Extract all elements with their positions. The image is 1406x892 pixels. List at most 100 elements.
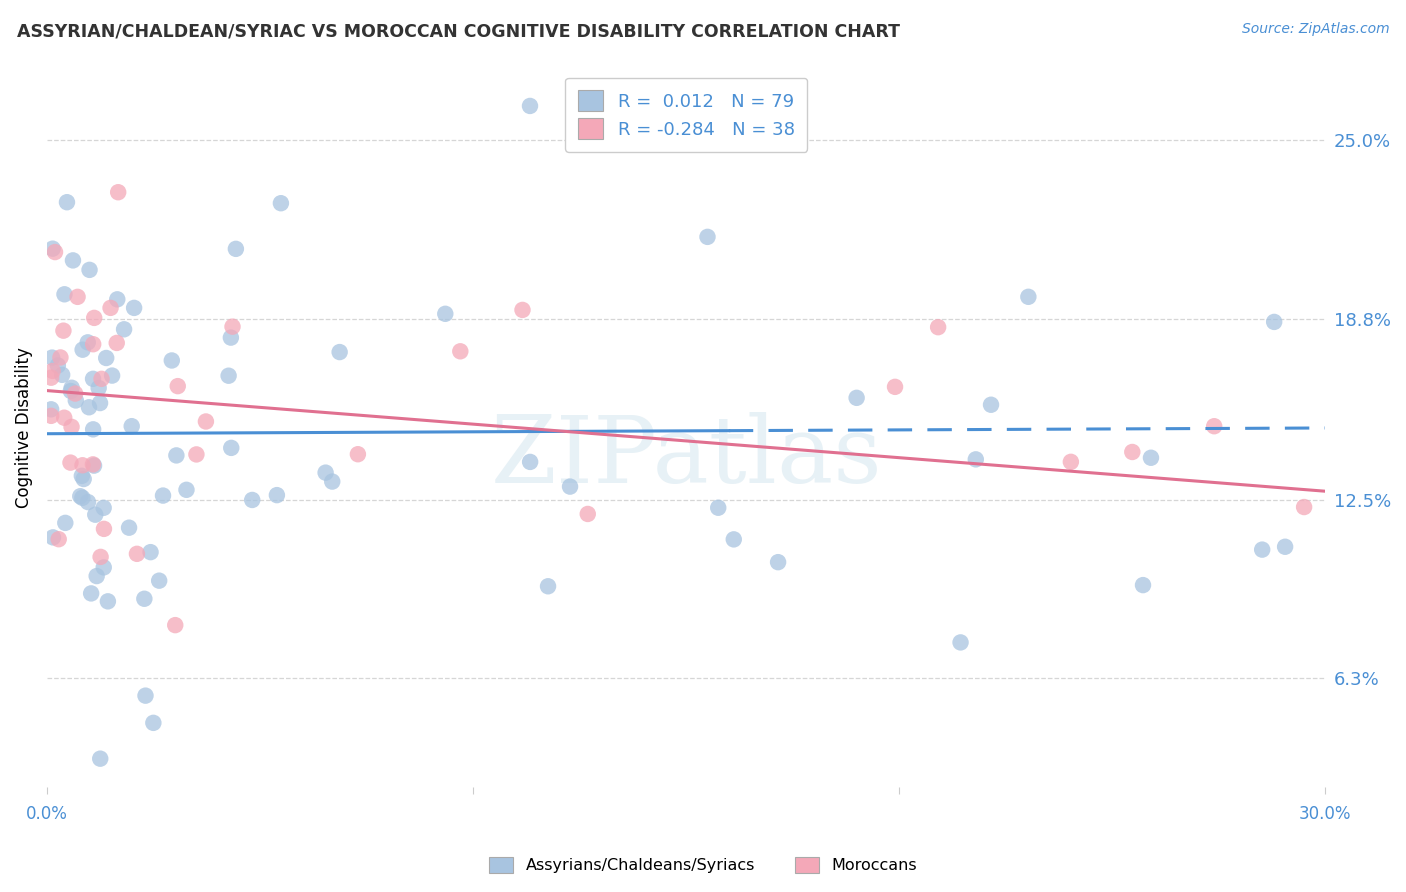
Point — [97, 594, 120, 608]
Point — [82, 337, 104, 351]
Point — [558, 480, 581, 494]
Point — [83, 310, 105, 325]
Point — [89, 752, 111, 766]
Legend: Assyrians/Chaldeans/Syriacs, Moroccans: Assyrians/Chaldeans/Syriacs, Moroccans — [482, 850, 924, 880]
Point — [218, 368, 240, 383]
Point — [77, 401, 100, 415]
Point — [160, 353, 183, 368]
Point — [980, 398, 1002, 412]
Point — [48, 532, 70, 546]
Point — [1132, 578, 1154, 592]
Point — [576, 507, 599, 521]
Point — [84, 508, 107, 522]
Point — [107, 185, 129, 199]
Legend: R =  0.012   N = 79, R = -0.284   N = 38: R = 0.012 N = 79, R = -0.284 N = 38 — [565, 78, 807, 152]
Point — [59, 456, 82, 470]
Point — [60, 381, 83, 395]
Point — [927, 320, 949, 334]
Point — [347, 447, 370, 461]
Point — [63, 386, 86, 401]
Point — [72, 458, 94, 473]
Point — [82, 372, 104, 386]
Point — [62, 253, 84, 268]
Point — [315, 466, 337, 480]
Point — [148, 574, 170, 588]
Point — [723, 533, 745, 547]
Point — [270, 196, 292, 211]
Point — [82, 422, 104, 436]
Point — [105, 335, 128, 350]
Point — [112, 322, 135, 336]
Point — [101, 368, 124, 383]
Point — [53, 410, 76, 425]
Point — [240, 492, 263, 507]
Point — [93, 500, 115, 515]
Point — [87, 381, 110, 395]
Point — [39, 402, 62, 417]
Point — [53, 516, 76, 530]
Point — [60, 420, 83, 434]
Point — [321, 475, 343, 489]
Point — [100, 301, 122, 315]
Point — [51, 368, 73, 382]
Point — [1017, 290, 1039, 304]
Point — [519, 99, 541, 113]
Point — [142, 715, 165, 730]
Point — [1251, 542, 1274, 557]
Point — [105, 293, 128, 307]
Point — [41, 242, 63, 256]
Point — [125, 547, 148, 561]
Point — [266, 488, 288, 502]
Point — [949, 635, 972, 649]
Point — [118, 521, 141, 535]
Point — [83, 458, 105, 473]
Point — [134, 591, 156, 606]
Point — [1060, 455, 1083, 469]
Point — [69, 489, 91, 503]
Point — [165, 618, 187, 632]
Point — [44, 245, 66, 260]
Point — [1294, 500, 1316, 514]
Point — [79, 263, 101, 277]
Point — [1140, 450, 1163, 465]
Text: ASSYRIAN/CHALDEAN/SYRIAC VS MOROCCAN COGNITIVE DISABILITY CORRELATION CHART: ASSYRIAN/CHALDEAN/SYRIAC VS MOROCCAN COG… — [17, 22, 900, 40]
Point — [46, 359, 69, 373]
Point — [766, 555, 789, 569]
Text: Source: ZipAtlas.com: Source: ZipAtlas.com — [1241, 22, 1389, 37]
Point — [65, 393, 87, 408]
Point — [537, 579, 560, 593]
Point — [165, 449, 187, 463]
Point — [707, 500, 730, 515]
Point — [219, 330, 242, 344]
Y-axis label: Cognitive Disability: Cognitive Disability — [15, 348, 32, 508]
Point — [53, 287, 76, 301]
Point — [449, 344, 471, 359]
Point — [86, 569, 108, 583]
Point — [70, 468, 93, 483]
Point — [39, 409, 62, 423]
Point — [49, 351, 72, 365]
Point — [696, 230, 718, 244]
Point — [221, 319, 243, 334]
Point — [41, 351, 63, 365]
Point — [56, 195, 79, 210]
Point — [73, 472, 96, 486]
Point — [965, 452, 987, 467]
Point — [139, 545, 162, 559]
Point — [82, 458, 104, 472]
Point — [519, 455, 541, 469]
Point — [1263, 315, 1285, 329]
Point — [59, 384, 82, 398]
Point — [80, 586, 103, 600]
Point — [1274, 540, 1296, 554]
Point — [884, 380, 907, 394]
Point — [122, 301, 145, 315]
Point — [72, 343, 94, 357]
Point — [39, 370, 62, 384]
Point — [90, 372, 112, 386]
Point — [77, 495, 100, 509]
Point — [72, 491, 94, 505]
Point — [329, 345, 352, 359]
Point — [89, 396, 111, 410]
Point — [1121, 445, 1143, 459]
